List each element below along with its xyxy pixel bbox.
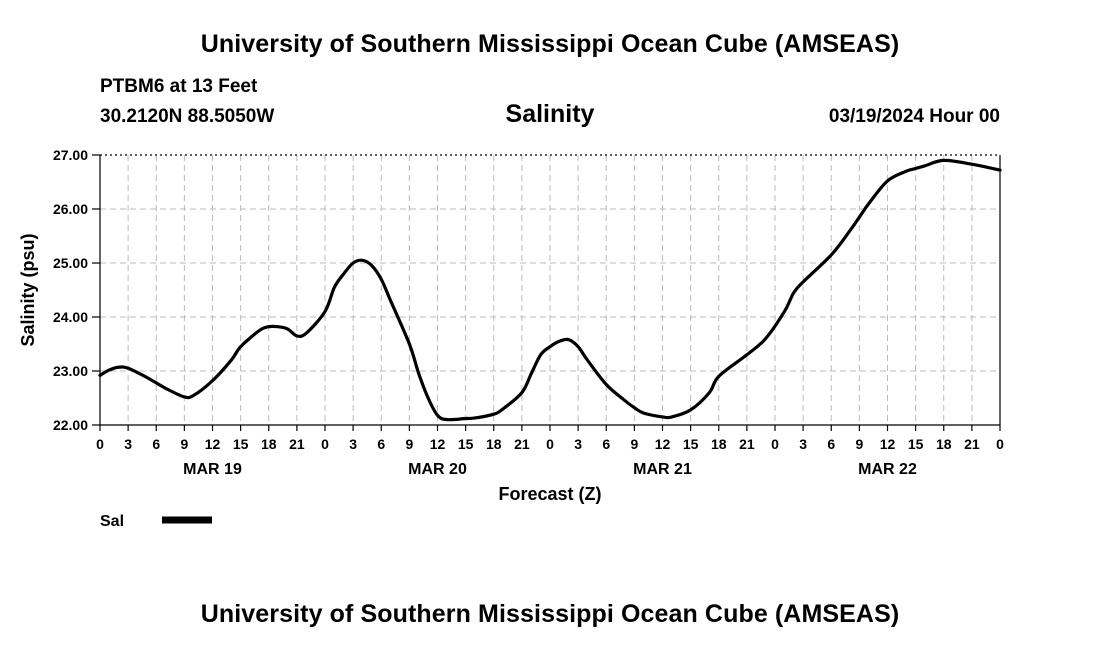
x-tick-label: 3 <box>799 436 807 452</box>
x-tick-label: 9 <box>855 436 863 452</box>
y-tick-label: 26.00 <box>53 201 88 217</box>
footer-title: University of Southern Mississippi Ocean… <box>200 600 900 628</box>
x-tick-label: 15 <box>233 436 249 452</box>
x-axis-title: Forecast (Z) <box>498 484 601 504</box>
x-tick-label: 6 <box>827 436 835 452</box>
grid-layer <box>100 154 1000 425</box>
x-tick-label: 12 <box>880 436 896 452</box>
legend-label: Sal <box>100 513 124 530</box>
x-tick-label: 0 <box>96 436 104 452</box>
x-tick-label: 6 <box>602 436 610 452</box>
station-coordinates: 30.2120N 88.5050W <box>100 106 275 127</box>
y-tick-label: 22.00 <box>53 417 88 433</box>
y-tick-label: 25.00 <box>53 255 88 271</box>
x-tick-label: 0 <box>771 436 779 452</box>
x-tick-label: 18 <box>261 436 277 452</box>
series-line-sal <box>98 158 1002 422</box>
forecast-date: 03/19/2024 Hour 00 <box>828 106 1000 127</box>
x-tick-label: 3 <box>574 436 582 452</box>
label-layer: 22.00 23.00 24.00 25.00 26.00 27.00 0 3 6 9 12 15 18… <box>18 147 1004 504</box>
x-tick-label: 9 <box>180 436 188 452</box>
x-tick-label: 15 <box>458 436 474 452</box>
x-tick-label: 21 <box>964 436 980 452</box>
x-tick-label: 12 <box>655 436 671 452</box>
day-label: MAR 22 <box>858 461 917 478</box>
x-tick-label: 0 <box>546 436 554 452</box>
x-tick-label: 6 <box>152 436 160 452</box>
x-tick-label: 9 <box>405 436 413 452</box>
axis-layer <box>92 154 1001 431</box>
x-tick-label: 15 <box>908 436 924 452</box>
x-tick-label: 21 <box>739 436 755 452</box>
x-tick-label: 18 <box>486 436 502 452</box>
day-label: MAR 20 <box>408 461 467 478</box>
x-tick-label: 15 <box>683 436 699 452</box>
x-tick-label: 3 <box>124 436 132 452</box>
x-tick-label: 18 <box>936 436 952 452</box>
x-tick-label: 0 <box>996 436 1004 452</box>
x-tick-label: 3 <box>349 436 357 452</box>
day-label: MAR 19 <box>183 461 242 478</box>
y-tick-label: 23.00 <box>53 363 88 379</box>
x-tick-label: 12 <box>430 436 446 452</box>
x-tick-label: 21 <box>514 436 530 452</box>
x-tick-label: 21 <box>289 436 305 452</box>
x-tick-label: 12 <box>205 436 221 452</box>
y-tick-label: 27.00 <box>53 147 88 163</box>
page-title: University of Southern Mississippi Ocean… <box>200 30 900 58</box>
chart-title: Salinity <box>505 100 595 128</box>
y-tick-label: 24.00 <box>53 309 88 325</box>
y-axis-title: Salinity (psu) <box>18 233 38 346</box>
x-tick-label: 0 <box>321 436 329 452</box>
x-tick-label: 18 <box>711 436 727 452</box>
x-tick-label: 6 <box>377 436 385 452</box>
series-layer <box>98 158 1002 422</box>
legend: Sal <box>100 513 212 530</box>
day-label: MAR 21 <box>633 461 692 478</box>
station-name: PTBM6 at 13 Feet <box>100 76 258 97</box>
x-tick-label: 9 <box>630 436 638 452</box>
